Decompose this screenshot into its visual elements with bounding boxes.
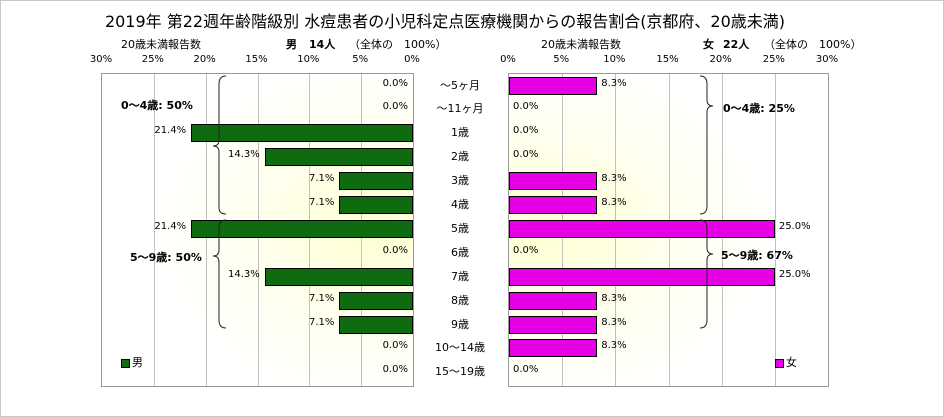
right-tick-label: 25%: [762, 54, 785, 65]
chart-title: 2019年 第22週年齢階級別 水痘患者の小児科定点医療機関からの報告割合(京都…: [104, 12, 786, 31]
female-value-label: 8.3%: [601, 292, 627, 304]
female-bar: [509, 196, 598, 214]
female-bar: [509, 172, 598, 191]
female-annotation-5-9: 5〜9歳: 67%: [721, 249, 793, 262]
male-brace-5-9: [212, 219, 227, 329]
male-value-label: 14.3%: [227, 149, 260, 161]
male-value-label: 0.0%: [382, 77, 408, 89]
female-value-label: 0.0%: [513, 125, 539, 137]
female-brace-0-4: [699, 75, 714, 215]
male-bar: [339, 196, 413, 214]
right-tick-label: 0%: [500, 54, 516, 65]
left-count-label: 14人: [309, 38, 336, 51]
female-value-label: 8.3%: [601, 197, 627, 208]
female-bar: [509, 339, 598, 358]
male-bar: [339, 172, 413, 191]
male-plot-area: [101, 73, 414, 387]
right-gridline: [774, 74, 776, 386]
female-legend: 女: [775, 354, 797, 370]
male-bar: [339, 291, 413, 310]
age-category-label: 1歳: [451, 126, 469, 140]
age-category-label: 10〜14歳: [435, 341, 485, 355]
age-category-label: 8歳: [451, 293, 469, 307]
age-category-label: 7歳: [451, 269, 469, 283]
left-axis-label: 20歳未満報告数: [121, 38, 201, 51]
female-value-label: 0.0%: [513, 149, 539, 161]
female-value-label: 0.0%: [513, 244, 539, 256]
female-legend-swatch: [775, 358, 784, 368]
male-bar: [339, 315, 413, 334]
male-brace-0-4: [212, 75, 227, 215]
male-value-label: 0.0%: [382, 340, 408, 352]
age-category-label: 〜5ヶ月: [440, 78, 480, 92]
right-count-label: 22人: [723, 38, 750, 51]
male-value-label: 0.0%: [382, 244, 408, 256]
female-value-label: 0.0%: [513, 364, 539, 376]
female-value-label: 25.0%: [778, 220, 811, 232]
right-axis-label: 20歳未満報告数: [541, 38, 621, 51]
female-annotation-0-4: 0〜4歳: 25%: [723, 102, 795, 115]
male-value-label: 21.4%: [154, 220, 187, 232]
male-value-label: 0.0%: [382, 101, 408, 113]
male-annotation-0-4: 0〜4歳: 50%: [121, 99, 193, 112]
left-tick-label: 10%: [297, 54, 320, 65]
male-legend: 男: [121, 354, 143, 370]
female-bar: [509, 291, 598, 310]
female-value-label: 8.3%: [601, 316, 627, 328]
left-tick-label: 5%: [352, 54, 369, 65]
left-tick-label: 20%: [193, 54, 216, 65]
male-bar: [191, 124, 413, 143]
female-bar: [509, 219, 775, 238]
left-gender-label: 男: [286, 38, 297, 51]
male-value-label: 7.1%: [309, 197, 335, 208]
male-value-label: 7.1%: [309, 173, 335, 185]
male-value-label: 21.4%: [154, 125, 187, 137]
female-value-label: 0.0%: [513, 101, 539, 113]
female-legend-label: 女: [786, 356, 797, 369]
age-category-label: 4歳: [451, 198, 469, 211]
male-bar: [191, 219, 413, 238]
male-bar: [264, 148, 413, 167]
right-tick-label: 30%: [815, 54, 839, 65]
age-category-label: 6歳: [451, 245, 469, 259]
female-value-label: 8.3%: [601, 173, 627, 185]
right-gender-label: 女: [703, 38, 714, 51]
female-bar: [509, 315, 598, 334]
age-category-label: 15〜19歳: [435, 365, 485, 379]
female-plot-area: [508, 73, 829, 387]
left-total-label: （全体の 100%）: [349, 38, 447, 51]
left-tick-label: 25%: [141, 54, 164, 65]
female-value-label: 8.3%: [601, 77, 627, 89]
right-tick-label: 10%: [603, 54, 626, 65]
right-tick-label: 20%: [709, 54, 732, 65]
female-value-label: 8.3%: [601, 340, 627, 352]
age-category-label: 2歳: [451, 150, 469, 164]
male-value-label: 7.1%: [309, 316, 335, 328]
male-legend-label: 男: [132, 356, 143, 369]
age-category-label: 3歳: [451, 174, 469, 188]
female-bar: [509, 76, 598, 95]
left-tick-label: 30%: [89, 54, 113, 65]
right-tick-label: 5%: [553, 54, 570, 65]
left-gridline: [153, 74, 155, 386]
female-value-label: 25.0%: [778, 268, 811, 280]
female-brace-5-9: [699, 219, 714, 329]
right-tick-label: 15%: [656, 54, 679, 65]
male-legend-swatch: [121, 358, 130, 368]
age-category-label: 〜11ヶ月: [436, 102, 484, 116]
male-value-label: 14.3%: [227, 268, 260, 280]
female-bar: [509, 267, 775, 286]
left-tick-label: 15%: [245, 54, 268, 65]
left-tick-label: 0%: [404, 54, 420, 65]
right-total-label: （全体の 100%）: [764, 38, 862, 51]
male-annotation-5-9: 5〜9歳: 50%: [130, 251, 202, 264]
age-category-label: 5歳: [451, 221, 469, 235]
male-value-label: 7.1%: [309, 292, 335, 304]
male-value-label: 0.0%: [382, 364, 408, 376]
male-bar: [264, 267, 413, 286]
age-category-label: 9歳: [451, 317, 469, 331]
